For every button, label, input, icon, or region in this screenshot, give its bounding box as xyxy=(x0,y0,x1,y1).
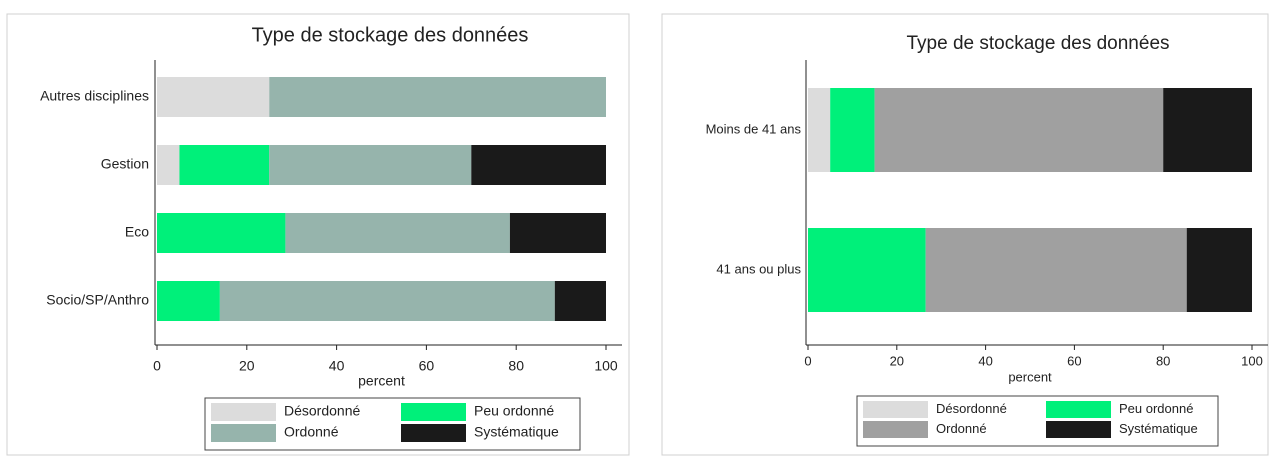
x-tick-label: 80 xyxy=(508,358,524,374)
bar-segment xyxy=(471,145,606,185)
bar-segment xyxy=(808,228,926,312)
x-axis-label: percent xyxy=(1008,369,1052,384)
x-tick-label: 60 xyxy=(419,358,435,374)
legend-key xyxy=(863,421,928,438)
legend-key xyxy=(401,403,466,421)
legend-key xyxy=(1046,421,1111,438)
bar-segment xyxy=(554,281,606,321)
x-tick-label: 80 xyxy=(1156,353,1170,368)
x-tick-label: 0 xyxy=(153,358,161,374)
legend-key xyxy=(211,403,276,421)
y-tick-label: Gestion xyxy=(101,156,149,172)
x-tick-label: 60 xyxy=(1067,353,1081,368)
legend-key xyxy=(1046,401,1111,418)
legend-label: Peu ordonné xyxy=(474,403,554,419)
bar-segment xyxy=(269,145,472,185)
bar-segment xyxy=(285,213,510,253)
x-tick-label: 20 xyxy=(239,358,255,374)
bar-segment xyxy=(808,88,831,172)
y-tick-label: Moins de 41 ans xyxy=(706,121,802,136)
bar-segment xyxy=(157,77,270,117)
legend-label: Ordonné xyxy=(284,424,339,440)
y-tick-label: Autres disciplines xyxy=(40,88,149,104)
legend-label: Peu ordonné xyxy=(1119,401,1193,416)
legend-label: Systématique xyxy=(474,424,559,440)
bar-segment xyxy=(925,228,1187,312)
x-tick-label: 20 xyxy=(890,353,904,368)
x-tick-label: 100 xyxy=(1241,353,1263,368)
y-tick-label: Eco xyxy=(125,224,149,240)
legend-label: Ordonné xyxy=(936,421,987,436)
legend-label: Systématique xyxy=(1119,421,1198,436)
bar-segment xyxy=(157,281,220,321)
y-tick-label: Socio/SP/Anthro xyxy=(46,292,149,308)
bar-segment xyxy=(874,88,1164,172)
legend-key xyxy=(401,424,466,442)
legend-key xyxy=(863,401,928,418)
x-tick-label: 0 xyxy=(804,353,811,368)
legend-key xyxy=(211,424,276,442)
bar-segment xyxy=(157,145,180,185)
chart-title: Type de stockage des données xyxy=(252,24,529,46)
x-tick-label: 40 xyxy=(978,353,992,368)
bar-segment xyxy=(1186,228,1252,312)
bar-segment xyxy=(1163,88,1252,172)
y-tick-label: 41 ans ou plus xyxy=(716,261,801,276)
bar-segment xyxy=(179,145,270,185)
bar-segment xyxy=(509,213,606,253)
legend-label: Désordonné xyxy=(284,403,360,419)
bar-segment xyxy=(830,88,875,172)
x-axis-label: percent xyxy=(358,373,405,389)
x-tick-label: 40 xyxy=(329,358,345,374)
bar-segment xyxy=(269,77,606,117)
x-tick-label: 100 xyxy=(594,358,618,374)
bar-segment xyxy=(219,281,555,321)
chart-title: Type de stockage des données xyxy=(906,33,1169,54)
legend-label: Désordonné xyxy=(936,401,1007,416)
bar-segment xyxy=(157,213,286,253)
